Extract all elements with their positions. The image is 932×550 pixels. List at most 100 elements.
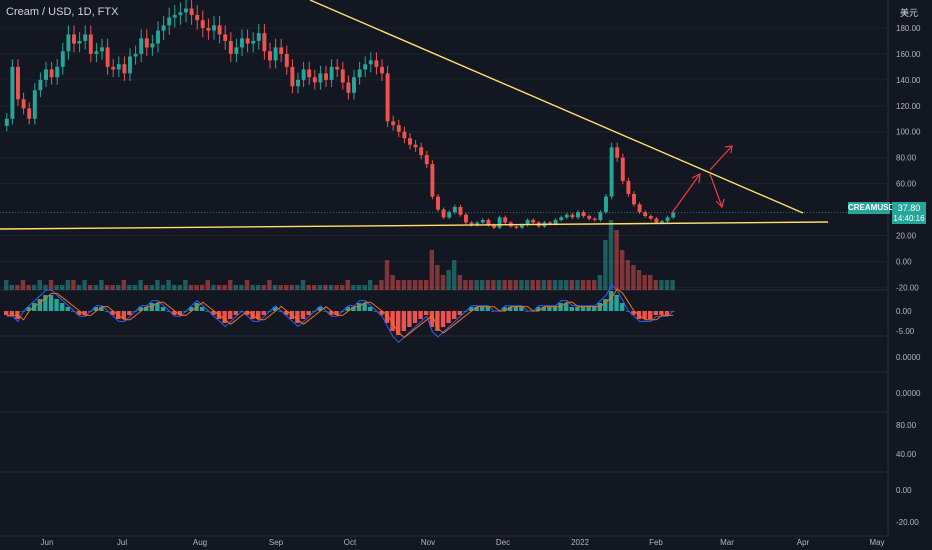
- volume-bar-21: [121, 280, 126, 290]
- volume-bar-108: [608, 220, 614, 290]
- volume-bar-22: [127, 285, 132, 290]
- volume-bar-118: [664, 280, 670, 290]
- candle-body-42: [240, 38, 244, 48]
- macd-bar-12: [71, 311, 76, 312]
- candle-body-47: [268, 51, 272, 61]
- macd-bar-30: [172, 311, 177, 315]
- macd-bar-74: [418, 311, 423, 319]
- volume-bar-40: [228, 280, 233, 290]
- volume-bar-11: [65, 280, 70, 290]
- volume-bar-19: [110, 285, 115, 290]
- time-axis[interactable]: Jun Jul Aug Sep Oct Nov Dec 2022 Feb Mar Apr May: [41, 538, 885, 547]
- price-tick-label-9: -20.00: [896, 283, 919, 292]
- pane0-tick-label-1: -5.00: [896, 327, 915, 336]
- pane3-tick-label-1: -20.00: [896, 518, 919, 527]
- candle-body-2: [16, 66, 20, 100]
- volume-bar-37: [211, 285, 216, 290]
- macd-bar-18: [104, 311, 110, 312]
- candle-body-112: [632, 194, 636, 205]
- macd-bar-78: [440, 311, 446, 327]
- macd-bar-17: [99, 307, 104, 311]
- macd-bar-100: [564, 303, 569, 311]
- candle-body-0: [4, 118, 9, 126]
- support-line: [0, 221, 829, 230]
- volume-bar-51: [289, 285, 294, 290]
- macd-bar-52: [295, 311, 300, 323]
- candle-body-80: [452, 206, 457, 213]
- volume-bar-50: [284, 285, 289, 290]
- macd-bar-48: [272, 307, 278, 311]
- macd-bar-43: [244, 311, 250, 315]
- candle-body-36: [206, 27, 211, 31]
- candle-body-10: [60, 51, 65, 67]
- candle-body-13: [77, 40, 82, 44]
- candle-body-32: [184, 8, 188, 13]
- volume-bar-68: [384, 260, 390, 290]
- price-tag-symbol: CREAMUSD: [848, 202, 895, 214]
- macd-bar-114: [642, 311, 647, 319]
- macd-bar-73: [412, 311, 418, 323]
- volume-bar-96: [541, 280, 546, 290]
- macd-bar-40: [228, 311, 233, 319]
- candle-body-37: [212, 25, 216, 31]
- time-tick-label-9: Mar: [720, 538, 734, 547]
- volume-bar-36: [205, 280, 210, 290]
- candle-body-34: [195, 14, 200, 21]
- candle-body-50: [284, 53, 289, 67]
- candle-body-101: [570, 214, 575, 218]
- macd-bar-41: [233, 311, 238, 315]
- macd-bar-6: [37, 299, 42, 311]
- macd-bar-86: [485, 307, 490, 311]
- macd-bar-14: [82, 311, 87, 315]
- macd-bar-101: [569, 307, 574, 311]
- candle-body-60: [340, 69, 345, 83]
- pane1-tick-label-0: 0.0000: [896, 353, 921, 362]
- macd-bar-118: [664, 311, 670, 315]
- volume-bar-64: [362, 285, 367, 290]
- candle-body-108: [609, 147, 614, 197]
- macd-bar-69: [390, 311, 395, 331]
- time-tick-label-10: Apr: [797, 538, 810, 547]
- candle-body-97: [548, 222, 552, 224]
- macd-bar-75: [424, 311, 429, 315]
- candle-body-109: [615, 147, 620, 158]
- candle-body-28: [161, 25, 166, 31]
- candle-body-98: [553, 219, 558, 224]
- macd-bar-104: [586, 307, 591, 311]
- candle-body-78: [441, 209, 446, 218]
- macd-bar-71: [401, 311, 406, 331]
- candle-body-46: [262, 33, 267, 52]
- time-tick-label-1: Jul: [117, 538, 127, 547]
- candle-body-83: [469, 222, 474, 226]
- price-tick-label-1: 160.00: [896, 50, 921, 59]
- candle-body-6: [38, 79, 43, 91]
- macd-bar-98: [552, 307, 558, 311]
- candle-body-9: [55, 66, 60, 78]
- arrow-up-2: [709, 145, 733, 171]
- volume-bar-29: [166, 280, 171, 290]
- macd-bar-116: [653, 311, 658, 315]
- volume-bar-70: [396, 280, 401, 290]
- volume-bar-80: [452, 260, 457, 290]
- macd-bar-91: [513, 307, 518, 311]
- price-axis[interactable]: 180.00 160.00 140.00 120.00 100.00 80.00 60.00…: [896, 24, 921, 527]
- candle-body-21: [122, 64, 127, 74]
- macd-signal-line: [6, 288, 674, 339]
- candle-body-11: [66, 34, 71, 52]
- candle-body-31: [178, 12, 183, 15]
- volume-bar-61: [345, 280, 350, 290]
- candle-body-117: [660, 221, 664, 223]
- time-tick-label-11: May: [869, 538, 884, 547]
- candle-body-65: [368, 60, 373, 65]
- candle-body-41: [234, 47, 239, 54]
- candle-body-12: [72, 34, 76, 44]
- candle-body-89: [503, 217, 508, 223]
- macd-bar-16: [93, 307, 98, 311]
- volume-bar-13: [76, 285, 82, 290]
- volume-bar-66: [373, 285, 378, 290]
- macd-bar-65: [368, 307, 373, 311]
- volume-bar-95: [536, 280, 541, 290]
- volume-bar-23: [132, 285, 138, 290]
- volume-bar-16: [93, 285, 98, 290]
